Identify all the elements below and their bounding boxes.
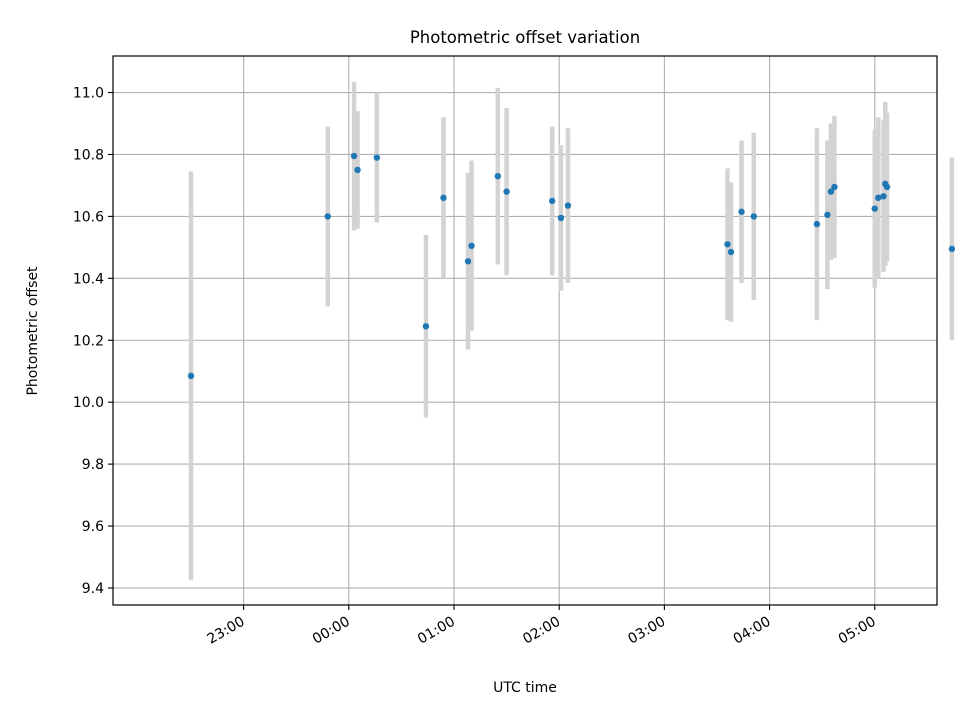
data-point [875,194,882,202]
y-tick-label: 9.6 [82,519,104,535]
y-tick-label: 10.4 [73,271,104,287]
data-point [880,193,887,200]
data-point [468,242,475,250]
data-point [738,208,745,215]
chart-title: Photometric offset variation [410,28,640,47]
y-tick-label: 10.0 [73,395,104,411]
data-point [350,152,358,160]
y-axis-label: Photometric offset [25,266,41,396]
data-point [187,372,195,380]
data-point [354,166,361,174]
y-tick-label: 10.2 [73,333,104,349]
data-point [557,214,565,222]
data-point [324,213,331,220]
data-points [187,152,956,380]
y-tick-label: 9.4 [82,581,104,597]
y-tick-label: 10.8 [73,147,104,163]
y-axis-ticks: 9.4 9.6 9.8 10.0 10.2 10.4 10.6 10.8 11.0 [73,86,113,597]
data-point [373,154,381,161]
data-point [883,183,891,191]
data-point [564,202,572,209]
data-point [948,245,956,253]
data-point [422,323,430,330]
data-point [824,211,831,219]
data-point [464,258,472,265]
y-tick-label: 10.6 [73,209,104,225]
data-point [813,220,821,228]
x-axis-label: UTC time [493,680,557,696]
y-tick-label: 9.8 [82,457,104,473]
data-point [827,188,835,195]
grid [113,56,937,605]
data-point [727,248,735,256]
data-point [871,205,878,212]
plot-frame [112,55,938,606]
data-point [724,241,731,248]
data-point [494,172,502,180]
data-point [750,213,757,220]
data-point [831,183,838,191]
data-point [548,197,556,205]
data-point [440,194,447,202]
y-tick-label: 11.0 [73,86,104,102]
data-point [503,188,510,195]
